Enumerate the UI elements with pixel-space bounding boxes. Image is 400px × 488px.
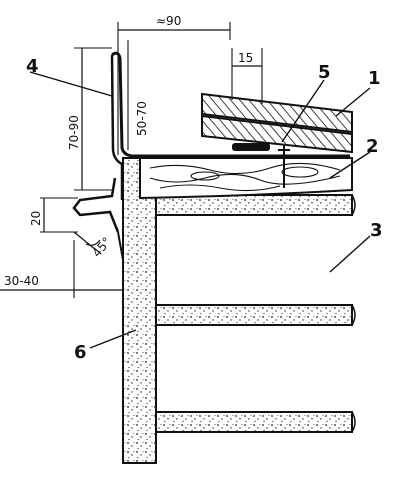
fixing-clip	[232, 143, 270, 151]
callout-3: 3	[370, 220, 383, 241]
concrete-wall	[122, 157, 157, 464]
callout-2: 2	[366, 136, 379, 157]
callout-4: 4	[26, 56, 39, 77]
dim-wall-height-inner: 50-70	[135, 101, 149, 136]
concrete-slab-top	[155, 194, 353, 216]
drip-edge	[72, 177, 120, 233]
dim-drip-height: 20	[29, 211, 43, 226]
callout-6: 6	[74, 342, 87, 363]
callout-1: 1	[368, 68, 381, 89]
concrete-slab-bottom	[155, 411, 353, 433]
dim-drip-offset: 30-40	[4, 274, 39, 288]
timber-beam	[139, 157, 353, 200]
dim-overlap: 15	[238, 51, 253, 65]
roof-tile-upper	[201, 92, 353, 134]
dim-top-width: ≈90	[156, 14, 181, 28]
dim-wall-height-left: 70-90	[67, 115, 81, 150]
callout-5: 5	[318, 62, 331, 83]
dim-drip-angle: 45°	[90, 235, 114, 260]
roof-tile-lower	[201, 114, 353, 154]
flashing-sheet	[111, 51, 350, 158]
wood-grain	[149, 162, 341, 192]
concrete-slab-middle	[155, 304, 353, 326]
